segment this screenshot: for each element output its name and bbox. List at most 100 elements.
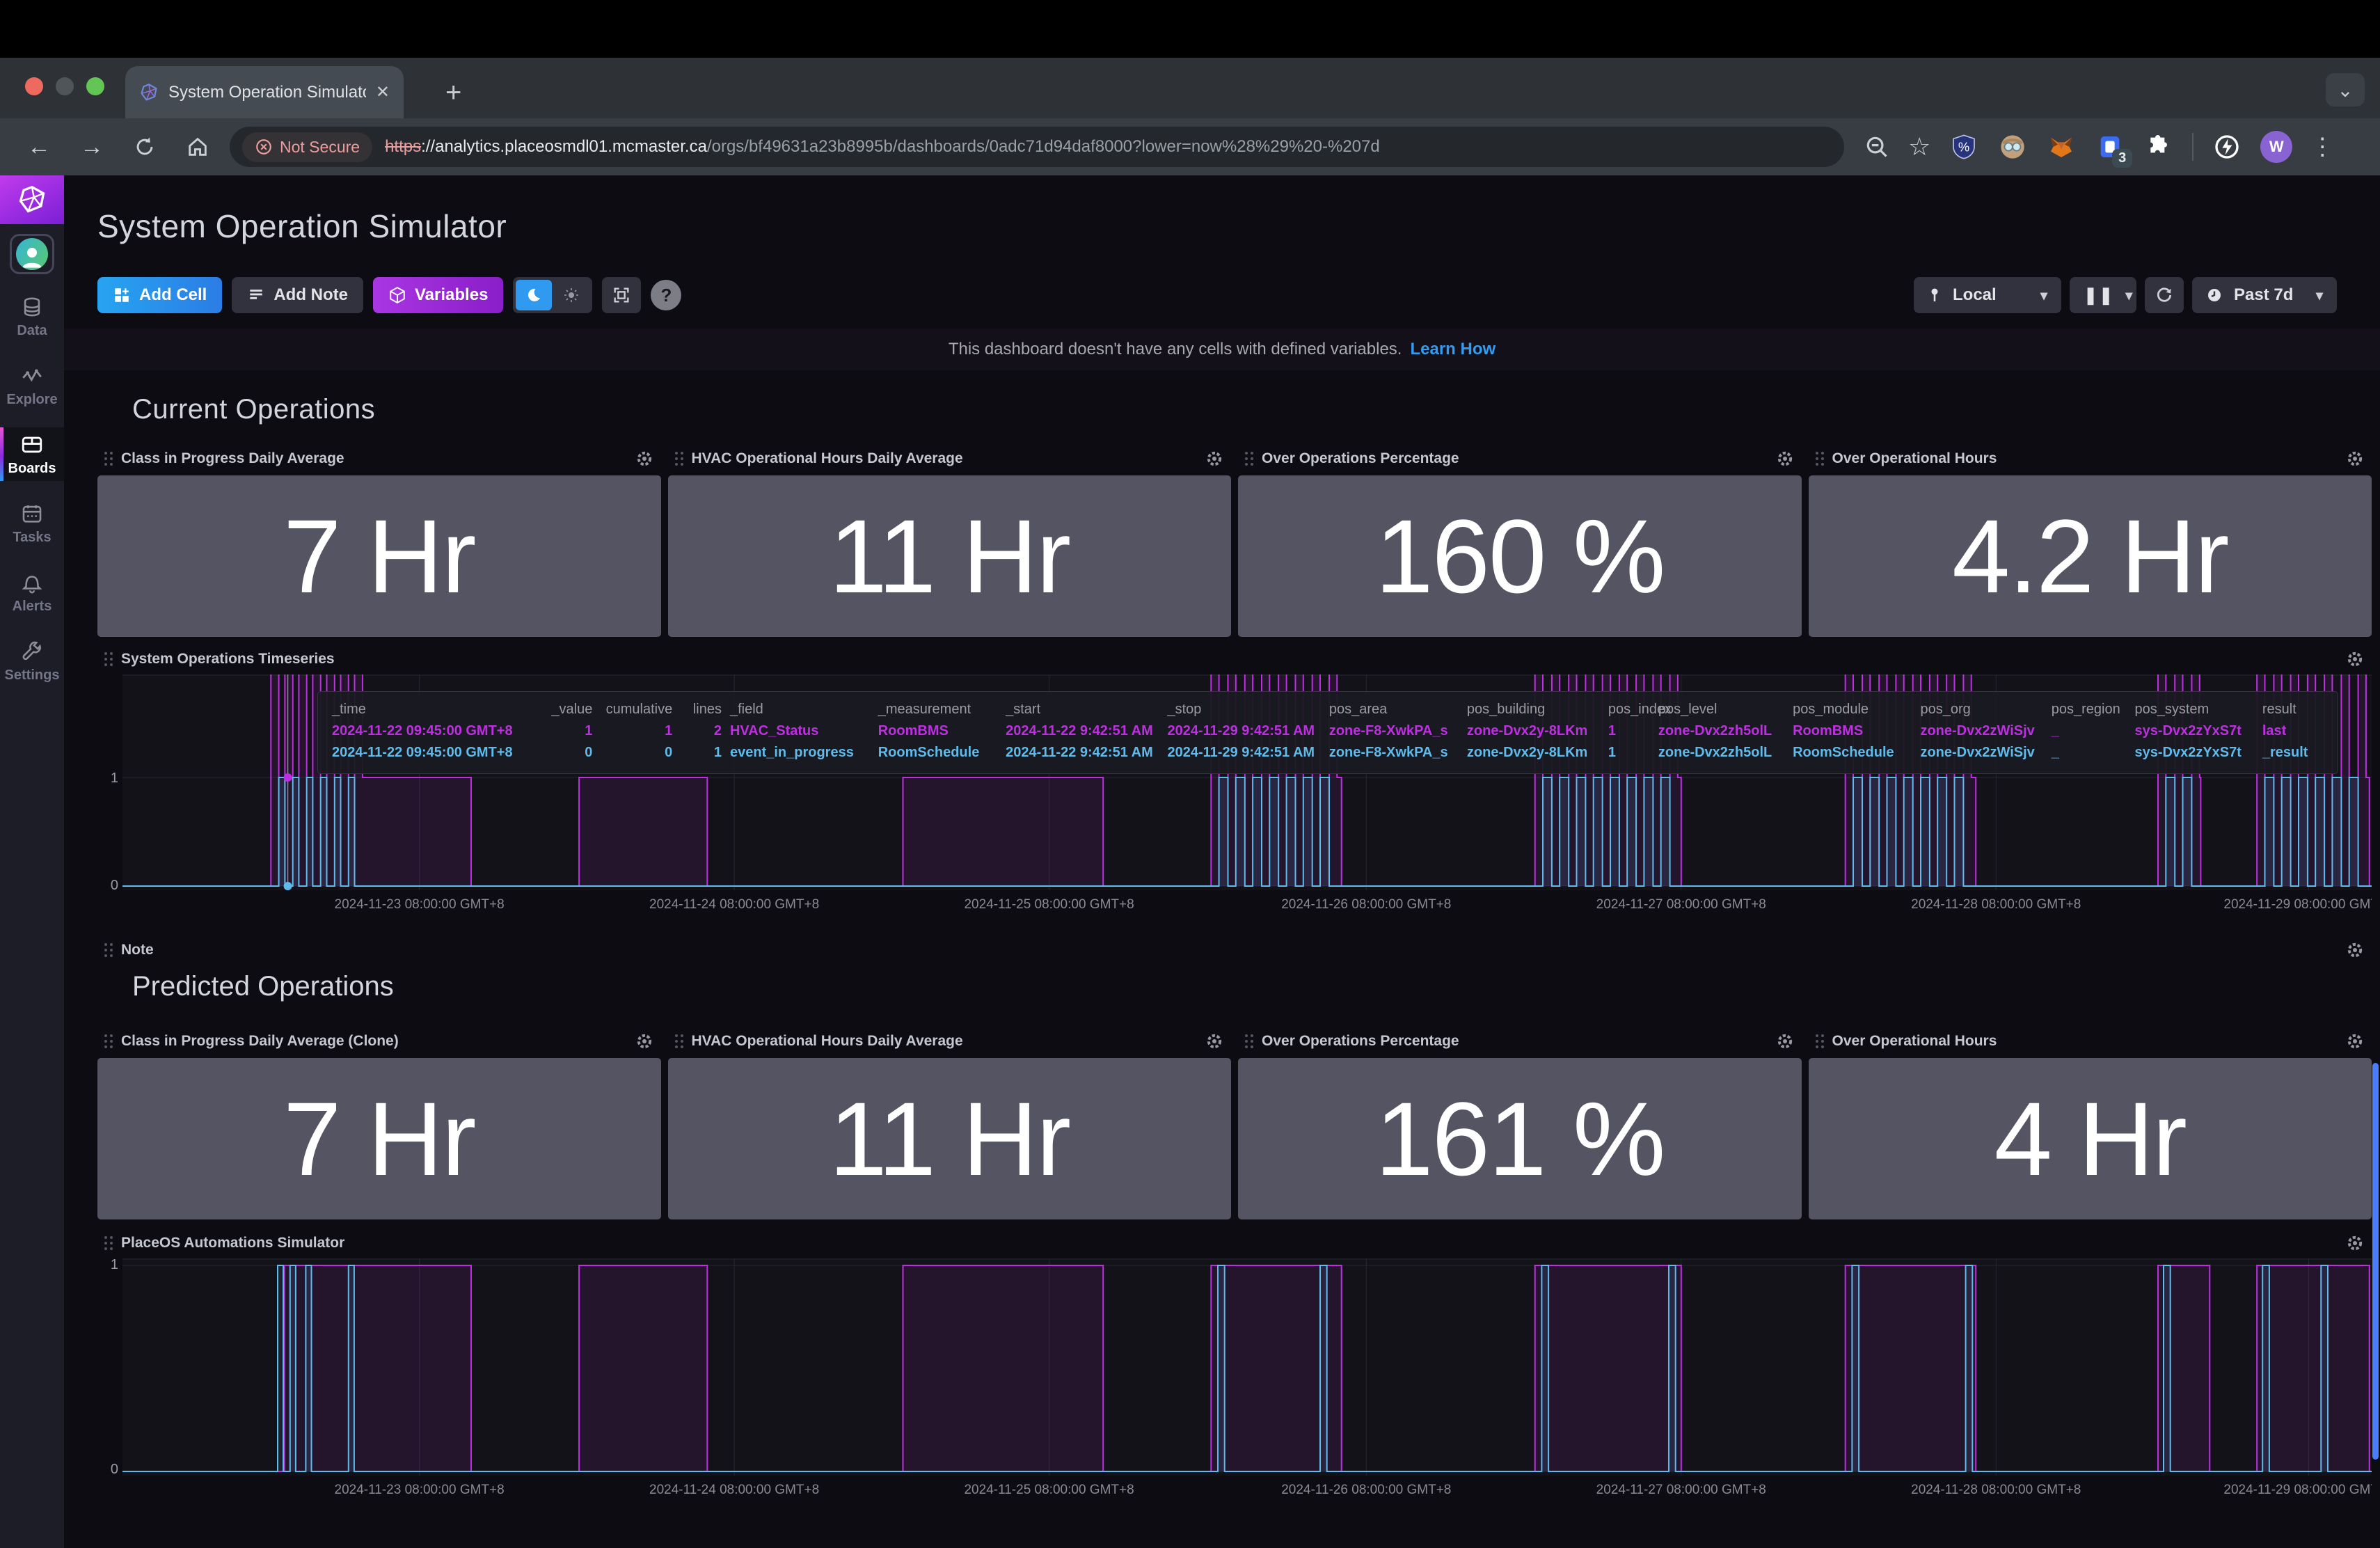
tooltip-column: _field HVAC_Status event_in_progress (729, 702, 854, 760)
add-note-button[interactable]: Add Note (232, 277, 363, 313)
extensions-puzzle-icon[interactable] (2143, 132, 2174, 162)
gear-icon[interactable] (635, 449, 654, 468)
drag-handle-icon[interactable] (674, 1034, 683, 1048)
chevron-down-icon: ▾ (2315, 287, 2323, 303)
sidebar-item-data[interactable]: Data (0, 290, 64, 343)
extension-metamask-fox-icon[interactable] (2046, 132, 2077, 162)
gear-icon[interactable] (2345, 1233, 2365, 1253)
y-axis-tick-0: 0 (110, 878, 118, 893)
user-avatar-button[interactable] (10, 234, 54, 274)
drag-handle-icon[interactable] (674, 452, 683, 466)
stat-cell-title: Class in Progress Daily Average (121, 450, 344, 466)
help-icon[interactable]: ? (651, 280, 682, 310)
x-axis-label: 2024-11-24 08:00:00 GMT+8 (649, 1483, 820, 1497)
extension-badge-count: 3 (2112, 149, 2133, 168)
drag-handle-icon[interactable] (1815, 1034, 1824, 1048)
not-secure-chip[interactable]: Not Secure (242, 132, 373, 162)
tooltip-column: _start 2024-11-22 9:42:51 AM 2024-11-22 9:… (1006, 702, 1153, 760)
drag-handle-icon[interactable] (104, 943, 113, 957)
sidebar-label-data: Data (17, 323, 47, 338)
drag-handle-icon[interactable] (104, 1034, 113, 1048)
stat-value: 4.2 Hr (1808, 475, 2372, 637)
note-cell: Note Predicted Operations (97, 935, 2372, 1002)
forward-icon[interactable]: → (80, 133, 104, 160)
add-cell-button[interactable]: Add Cell (97, 277, 223, 313)
close-window-button[interactable] (25, 77, 43, 95)
tooltip-column: _value 1 0 (551, 702, 593, 760)
drag-handle-icon[interactable] (104, 652, 113, 666)
y-axis-tick-1: 1 (110, 1257, 118, 1272)
back-icon[interactable]: ← (27, 133, 51, 160)
x-axis-label: 2024-11-25 08:00:00 GMT+8 (964, 1483, 1134, 1497)
page-title: System Operation Simulator (97, 208, 507, 244)
drag-handle-icon[interactable] (104, 1236, 113, 1250)
stat-cell-title: Over Operations Percentage (1262, 450, 1459, 466)
timezone-dropdown[interactable]: Local ▾ (1914, 277, 2061, 313)
placeos-plot[interactable] (122, 1258, 2372, 1476)
url-text[interactable]: https://analytics.placeosmdl01.mcmaster.… (385, 137, 1380, 157)
tab-close-icon[interactable]: ✕ (375, 83, 390, 102)
new-tab-button[interactable]: + (445, 77, 462, 108)
x-axis-label: 2024-11-26 08:00:00 GMT+8 (1281, 897, 1452, 912)
stat-cell-title: Over Operational Hours (1832, 450, 1997, 466)
gear-icon[interactable] (1205, 449, 1224, 468)
tab-search-chevron-icon[interactable]: ⌄ (2326, 73, 2365, 106)
browser-tab[interactable]: System Operation Simulator | ✕ (125, 66, 404, 118)
gear-icon[interactable] (2345, 1032, 2365, 1051)
extension-energy-leaf-icon[interactable] (2212, 132, 2242, 162)
x-axis-label: 2024-11-27 08:00:00 GMT+8 (1596, 1483, 1766, 1497)
browser-menu-icon[interactable]: ⋮ (2310, 134, 2335, 160)
database-icon (24, 297, 40, 317)
extension-password-shield-icon[interactable]: 3 (2095, 132, 2133, 168)
gear-icon[interactable] (1775, 1032, 1795, 1051)
pause-refresh-dropdown[interactable]: ❚❚ ▾ (2070, 277, 2136, 313)
note-cell-title: Note (121, 942, 154, 958)
dark-mode-moon-icon[interactable] (516, 280, 553, 310)
x-axis-label: 2024-11-23 08:00:00 GMT+8 (334, 1483, 505, 1497)
gear-icon[interactable] (2345, 449, 2365, 468)
sidebar-item-boards[interactable]: Boards (0, 427, 64, 481)
sidebar-item-explore[interactable]: Explore (0, 358, 64, 412)
extension-avatar-icon[interactable] (1997, 132, 2028, 162)
drag-handle-icon[interactable] (1245, 1034, 1253, 1048)
tooltip-column: cumulative 1 0 (605, 702, 673, 760)
gear-icon[interactable] (2345, 649, 2365, 669)
bookmark-star-icon[interactable]: ☆ (1908, 132, 1931, 161)
gear-icon[interactable] (2345, 940, 2365, 960)
reload-icon[interactable] (131, 133, 159, 161)
minimize-window-button[interactable] (56, 77, 74, 95)
influxdb-logo[interactable] (0, 175, 64, 224)
sidebar-item-tasks[interactable]: Tasks (0, 496, 64, 550)
not-secure-label: Not Secure (280, 137, 360, 156)
extension-percent-shield-icon[interactable]: % (1949, 132, 1979, 162)
refresh-icon[interactable] (2145, 277, 2184, 313)
url-bar[interactable]: Not Secure https://analytics.placeosmdl0… (230, 127, 1844, 167)
light-mode-sun-icon[interactable] (553, 280, 589, 310)
gear-icon[interactable] (1775, 449, 1795, 468)
stat-value: 11 Hr (667, 1058, 1231, 1219)
scrollbar-thumb[interactable] (2372, 1063, 2379, 1460)
zoom-window-button[interactable] (86, 77, 104, 95)
presentation-mode-icon[interactable] (602, 277, 642, 313)
zoom-out-icon[interactable] (1864, 134, 1890, 160)
variables-notice: This dashboard doesn't have any cells wi… (64, 329, 2380, 370)
chevron-down-icon: ▾ (2125, 287, 2133, 303)
gear-icon[interactable] (635, 1032, 654, 1051)
home-icon[interactable] (184, 133, 212, 161)
drag-handle-icon[interactable] (104, 452, 113, 466)
sidebar-item-settings[interactable]: Settings (0, 634, 64, 688)
stat-cell-title: HVAC Operational Hours Daily Average (691, 1033, 963, 1049)
drag-handle-icon[interactable] (1245, 452, 1253, 466)
section-heading-current: Current Operations (132, 394, 376, 425)
tooltip-column: pos_area zone-F8-XwkPA_s zone-F8-XwkPA_s (1328, 702, 1448, 760)
profile-avatar[interactable]: W (2260, 131, 2293, 163)
learn-how-link[interactable]: Learn How (1410, 340, 1496, 358)
time-range-dropdown[interactable]: Past 7d ▾ (2192, 277, 2337, 313)
drag-handle-icon[interactable] (1815, 452, 1824, 466)
tooltip-column: pos_org zone-Dvx2zWiSjv zone-Dvx2zWiSjv (1920, 702, 2035, 760)
variables-button[interactable]: Variables (373, 277, 504, 313)
window-controls[interactable] (25, 77, 104, 95)
cell-title: System Operations Timeseries (121, 651, 335, 667)
gear-icon[interactable] (1205, 1032, 1224, 1051)
sidebar-item-alerts[interactable]: Alerts (0, 565, 64, 619)
